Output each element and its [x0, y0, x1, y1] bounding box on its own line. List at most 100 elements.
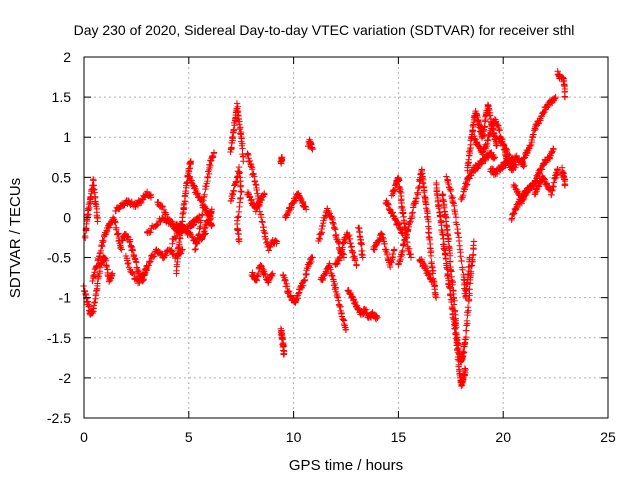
y-tick-label: 2	[63, 49, 71, 65]
data-point	[449, 281, 456, 288]
data-point	[519, 158, 526, 165]
data-point	[269, 270, 276, 277]
y-tick-label: 0	[63, 209, 71, 225]
data-point	[519, 196, 527, 204]
data-point	[359, 251, 366, 259]
y-tick-label: -0.5	[47, 250, 71, 266]
y-tick-label: -2.5	[47, 410, 71, 426]
data-point	[460, 185, 468, 192]
data-point	[554, 166, 561, 173]
data-point	[425, 270, 432, 277]
data-point	[461, 186, 468, 193]
data-point	[390, 187, 397, 194]
data-point	[194, 190, 201, 198]
data-point	[561, 93, 569, 101]
data-point	[470, 251, 477, 258]
data-point	[385, 201, 392, 209]
axis-ticks	[83, 56, 609, 419]
data-point	[446, 284, 453, 291]
data-point	[447, 258, 454, 265]
data-point	[463, 280, 471, 287]
data-point	[113, 224, 120, 231]
data-point	[147, 258, 154, 265]
data-point	[197, 217, 205, 224]
data-point	[559, 74, 567, 81]
data-point	[262, 271, 269, 279]
data-point	[361, 305, 368, 313]
data-point	[330, 220, 337, 228]
data-point	[440, 246, 448, 253]
data-point	[278, 154, 286, 161]
data-point	[445, 236, 452, 243]
data-point	[249, 166, 256, 173]
data-point	[446, 247, 453, 254]
data-point	[535, 120, 542, 128]
data-points	[80, 68, 569, 390]
data-point	[140, 272, 147, 279]
data-point	[90, 273, 97, 280]
data-point	[229, 191, 237, 198]
data-point	[485, 106, 493, 114]
data-point	[204, 173, 211, 181]
y-tick-label: -2	[59, 370, 72, 386]
data-point	[253, 186, 260, 194]
data-point	[347, 239, 354, 247]
data-point	[208, 222, 216, 229]
data-point	[199, 211, 206, 218]
data-point	[493, 142, 501, 149]
data-point	[91, 271, 98, 278]
data-point	[446, 252, 454, 259]
data-point	[237, 177, 244, 185]
data-point	[389, 250, 397, 258]
data-point	[450, 301, 458, 308]
data-point	[252, 208, 260, 215]
data-point	[200, 230, 208, 238]
data-point	[486, 112, 493, 119]
data-point	[445, 180, 452, 188]
data-point	[254, 204, 261, 211]
data-point	[530, 131, 537, 138]
data-point	[267, 243, 274, 250]
data-point	[391, 187, 398, 195]
plot-frame	[83, 56, 609, 419]
data-point	[553, 171, 560, 179]
data-point	[432, 294, 440, 301]
data-point	[458, 257, 465, 265]
data-point	[168, 246, 175, 254]
data-point	[462, 333, 470, 341]
data-point	[305, 263, 312, 270]
data-point	[425, 233, 433, 241]
data-point	[466, 148, 473, 155]
data-point	[331, 225, 338, 232]
data-point	[414, 189, 421, 196]
data-point	[81, 232, 89, 240]
data-point	[462, 366, 469, 374]
data-point	[510, 210, 517, 217]
data-point	[238, 142, 246, 149]
data-point	[399, 210, 407, 217]
data-point	[453, 331, 460, 338]
data-point	[400, 218, 408, 226]
data-point	[561, 182, 569, 189]
data-point	[406, 219, 413, 227]
data-point	[440, 202, 448, 210]
data-point	[234, 214, 241, 221]
data-point	[464, 270, 472, 278]
data-point	[257, 213, 265, 221]
data-point	[91, 298, 99, 306]
data-point	[441, 251, 449, 259]
data-point	[283, 211, 291, 218]
data-point	[459, 348, 467, 355]
data-point	[460, 349, 467, 357]
data-point	[428, 278, 436, 285]
data-point	[300, 282, 307, 289]
data-point	[336, 254, 343, 262]
data-point	[395, 221, 402, 229]
data-point	[280, 350, 288, 358]
data-point	[147, 228, 154, 236]
data-point	[230, 187, 238, 195]
data-point	[138, 276, 145, 283]
data-point	[454, 230, 462, 237]
data-point	[464, 304, 472, 311]
data-point	[255, 270, 262, 278]
